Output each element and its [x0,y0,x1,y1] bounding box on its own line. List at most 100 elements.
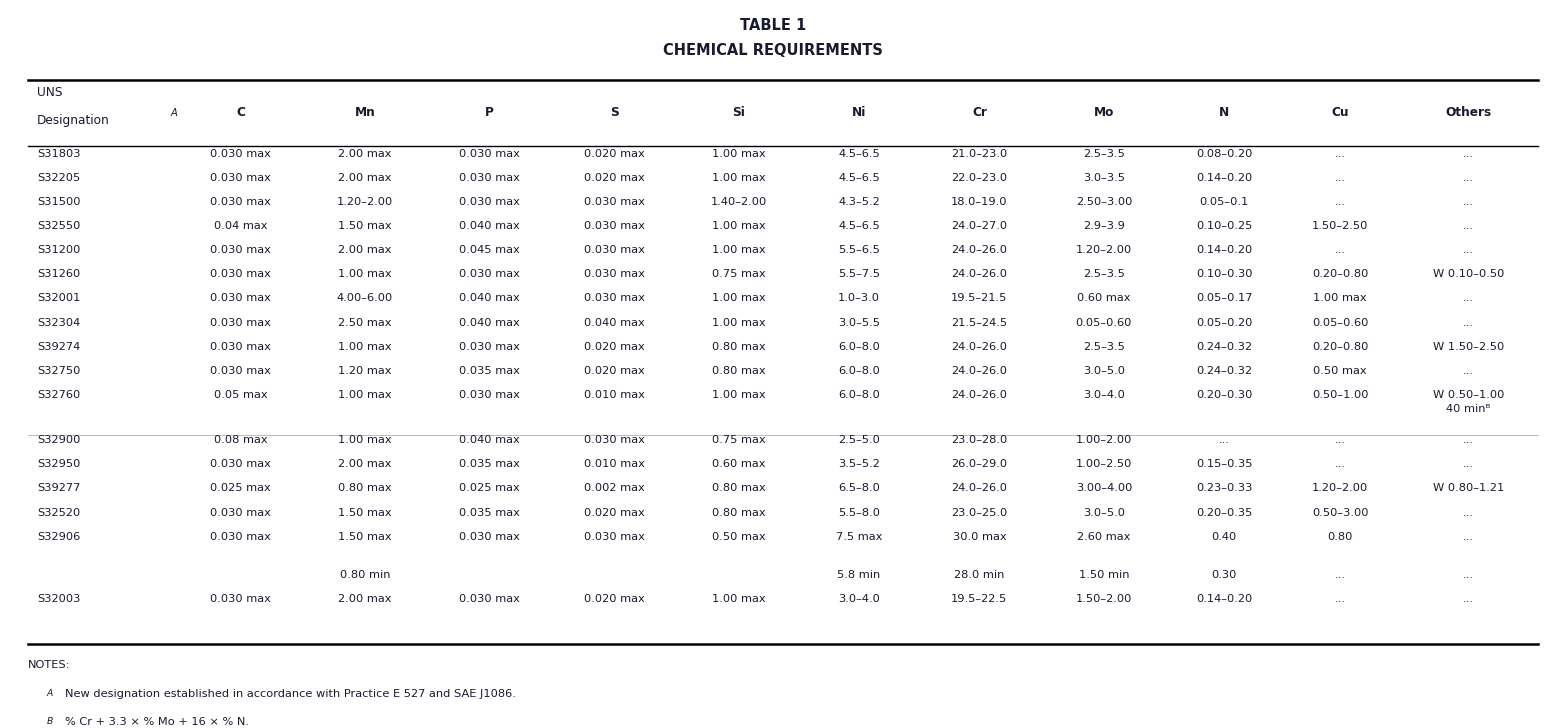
Text: 0.60 max: 0.60 max [1078,293,1130,304]
Text: C: C [237,106,244,119]
Text: 0.50–1.00: 0.50–1.00 [1313,389,1368,400]
Text: 0.24–0.32: 0.24–0.32 [1197,365,1252,376]
Text: 30.0 max: 30.0 max [952,531,1006,542]
Text: 1.50 max: 1.50 max [339,531,391,542]
Text: 0.030 max: 0.030 max [584,245,645,256]
Text: 1.00–2.50: 1.00–2.50 [1076,459,1132,470]
Text: 0.030 max: 0.030 max [210,269,271,280]
Text: W 1.50–2.50: W 1.50–2.50 [1433,341,1504,352]
Text: 2.5–3.5: 2.5–3.5 [1084,149,1125,159]
Text: 22.0–23.0: 22.0–23.0 [951,173,1008,183]
Text: 0.030 max: 0.030 max [210,173,271,183]
Text: ...: ... [1463,365,1473,376]
Text: 0.14–0.20: 0.14–0.20 [1197,594,1252,604]
Text: 1.00 max: 1.00 max [711,594,765,604]
Text: ...: ... [1334,435,1345,446]
Text: TABLE 1: TABLE 1 [741,18,805,33]
Text: B: B [46,717,53,726]
Text: 3.0–5.5: 3.0–5.5 [838,317,880,328]
Text: Designation: Designation [37,114,110,127]
Text: 0.14–0.20: 0.14–0.20 [1197,173,1252,183]
Text: S31200: S31200 [37,245,80,256]
Text: 0.10–0.25: 0.10–0.25 [1197,221,1252,232]
Text: 0.030 max: 0.030 max [210,365,271,376]
Text: Cu: Cu [1331,106,1350,119]
Text: 0.75 max: 0.75 max [711,435,765,446]
Text: Cr: Cr [972,106,986,119]
Text: 3.0–3.5: 3.0–3.5 [1082,173,1125,183]
Text: ...: ... [1463,293,1473,304]
Text: 1.00 max: 1.00 max [339,435,391,446]
Text: ...: ... [1334,197,1345,207]
Text: Mo: Mo [1093,106,1115,119]
Text: Others: Others [1446,106,1492,119]
Text: 6.0–8.0: 6.0–8.0 [838,365,880,376]
Text: 0.040 max: 0.040 max [459,435,519,446]
Text: 0.15–0.35: 0.15–0.35 [1197,459,1252,470]
Text: 1.0–3.0: 1.0–3.0 [838,293,880,304]
Text: 2.50–3.00: 2.50–3.00 [1076,197,1132,207]
Text: 2.60 max: 2.60 max [1078,531,1130,542]
Text: ...: ... [1334,173,1345,183]
Text: 1.00 max: 1.00 max [711,317,765,328]
Text: 1.00 max: 1.00 max [339,389,391,400]
Text: 0.002 max: 0.002 max [584,483,645,494]
Text: 0.030 max: 0.030 max [459,389,519,400]
Text: 0.030 max: 0.030 max [210,341,271,352]
Text: 0.24–0.32: 0.24–0.32 [1197,341,1252,352]
Text: 0.030 max: 0.030 max [584,221,645,232]
Text: 0.020 max: 0.020 max [584,507,645,518]
Text: 2.00 max: 2.00 max [339,594,391,604]
Text: ...: ... [1463,197,1473,207]
Text: S32003: S32003 [37,594,80,604]
Text: 6.0–8.0: 6.0–8.0 [838,389,880,400]
Text: 0.030 max: 0.030 max [459,149,519,159]
Text: 1.50–2.50: 1.50–2.50 [1313,221,1368,232]
Text: 0.030 max: 0.030 max [210,149,271,159]
Text: P: P [485,106,493,119]
Text: 0.035 max: 0.035 max [459,365,519,376]
Text: 3.0–5.0: 3.0–5.0 [1082,507,1125,518]
Text: ...: ... [1463,173,1473,183]
Text: 0.030 max: 0.030 max [584,435,645,446]
Text: 0.20–0.80: 0.20–0.80 [1313,269,1368,280]
Text: S32001: S32001 [37,293,80,304]
Text: 1.50 min: 1.50 min [1079,570,1129,580]
Text: New designation established in accordance with Practice E 527 and SAE J1086.: New designation established in accordanc… [65,689,516,700]
Text: S39274: S39274 [37,341,80,352]
Text: 3.5–5.2: 3.5–5.2 [838,459,880,470]
Text: ...: ... [1218,435,1229,446]
Text: 23.0–25.0: 23.0–25.0 [951,507,1008,518]
Text: 0.035 max: 0.035 max [459,459,519,470]
Text: 0.030 max: 0.030 max [584,269,645,280]
Text: 21.0–23.0: 21.0–23.0 [951,149,1008,159]
Text: 1.20–2.00: 1.20–2.00 [1076,245,1132,256]
Text: 0.80 max: 0.80 max [711,483,765,494]
Text: 2.50 max: 2.50 max [339,317,391,328]
Text: 23.0–28.0: 23.0–28.0 [951,435,1008,446]
Text: 24.0–26.0: 24.0–26.0 [951,341,1008,352]
Text: 0.05–0.1: 0.05–0.1 [1200,197,1249,207]
Text: 0.80 max: 0.80 max [339,483,391,494]
Text: S31260: S31260 [37,269,80,280]
Text: 0.010 max: 0.010 max [584,459,645,470]
Text: 24.0–27.0: 24.0–27.0 [951,221,1008,232]
Text: NOTES:: NOTES: [28,660,70,670]
Text: 0.60 max: 0.60 max [711,459,765,470]
Text: ...: ... [1463,570,1473,580]
Text: 5.5–8.0: 5.5–8.0 [838,507,880,518]
Text: Mn: Mn [354,106,376,119]
Text: 7.5 max: 7.5 max [836,531,883,542]
Text: 6.0–8.0: 6.0–8.0 [838,341,880,352]
Text: S32900: S32900 [37,435,80,446]
Text: 4.5–6.5: 4.5–6.5 [838,149,880,159]
Text: 0.05–0.60: 0.05–0.60 [1313,317,1368,328]
Text: 40 minᴮ: 40 minᴮ [1446,404,1490,414]
Text: 24.0–26.0: 24.0–26.0 [951,269,1008,280]
Text: 0.030 max: 0.030 max [459,197,519,207]
Text: 1.20–2.00: 1.20–2.00 [1313,483,1368,494]
Text: 0.50–3.00: 0.50–3.00 [1313,507,1368,518]
Text: 6.5–8.0: 6.5–8.0 [838,483,880,494]
Text: 1.00 max: 1.00 max [711,149,765,159]
Text: 5.5–6.5: 5.5–6.5 [838,245,880,256]
